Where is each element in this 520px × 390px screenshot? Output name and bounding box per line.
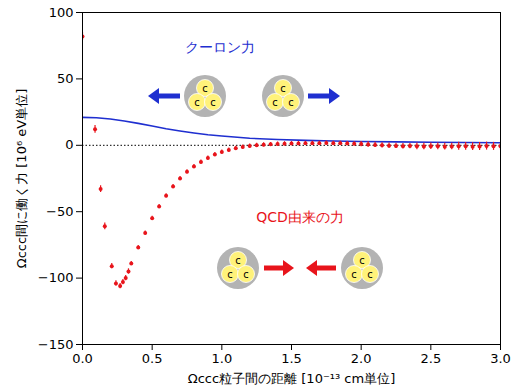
svg-text:c: c — [272, 97, 278, 108]
svg-text:QCD由来の力: QCD由来の力 — [256, 209, 344, 225]
svg-text:c: c — [210, 97, 216, 108]
svg-text:−50: −50 — [46, 204, 73, 219]
svg-text:−150: −150 — [38, 337, 74, 352]
svg-text:1.5: 1.5 — [281, 351, 302, 366]
svg-text:c: c — [227, 269, 233, 280]
svg-text:100: 100 — [49, 5, 74, 20]
svg-text:クーロン力: クーロン力 — [185, 39, 255, 55]
svg-text:Ωccc間に働く力 [10⁶ eV単位]: Ωccc間に働く力 [10⁶ eV単位] — [14, 89, 29, 268]
svg-text:c: c — [202, 83, 208, 94]
svg-text:0.0: 0.0 — [72, 351, 93, 366]
svg-text:3.0: 3.0 — [490, 351, 511, 366]
svg-text:c: c — [235, 255, 241, 266]
svg-text:50: 50 — [57, 71, 74, 86]
svg-text:c: c — [288, 97, 294, 108]
svg-text:c: c — [367, 269, 373, 280]
svg-text:0: 0 — [65, 137, 73, 152]
svg-text:2.5: 2.5 — [420, 351, 441, 366]
svg-text:0.5: 0.5 — [142, 351, 163, 366]
svg-text:2.0: 2.0 — [351, 351, 372, 366]
svg-text:c: c — [194, 97, 200, 108]
svg-text:c: c — [280, 83, 286, 94]
svg-text:1.0: 1.0 — [211, 351, 232, 366]
svg-text:Ωccc粒子間の距離 [10⁻¹³ cm単位]: Ωccc粒子間の距離 [10⁻¹³ cm単位] — [188, 371, 395, 386]
svg-text:−100: −100 — [38, 270, 74, 285]
svg-text:c: c — [359, 255, 365, 266]
svg-text:c: c — [243, 269, 249, 280]
svg-text:c: c — [351, 269, 357, 280]
